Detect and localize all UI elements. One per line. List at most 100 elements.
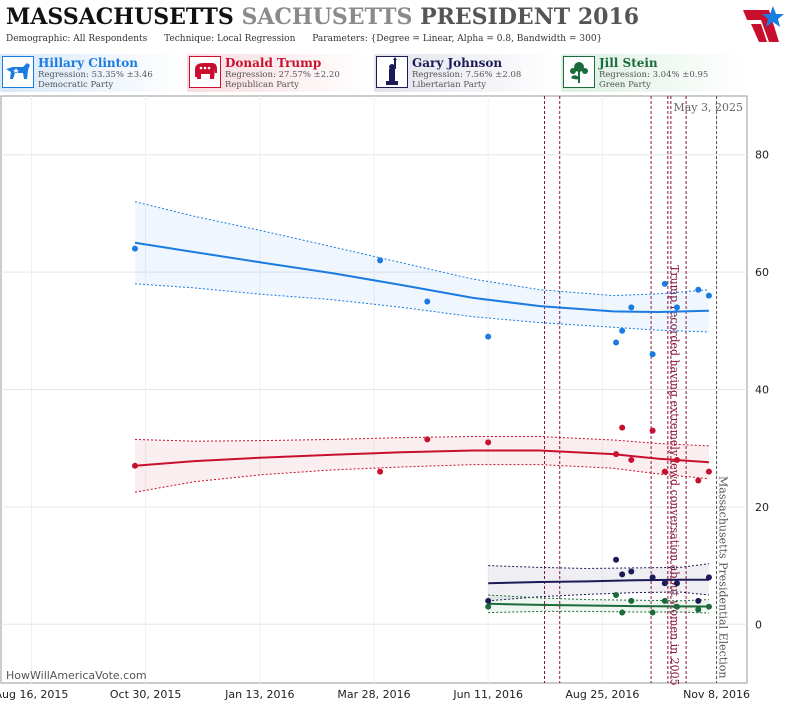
poll-point [649, 609, 656, 616]
poll-point [613, 451, 620, 458]
poll-point [705, 468, 712, 475]
confidence-bands [134, 201, 709, 614]
candidate-party: Libertarian Party [412, 80, 487, 90]
y-tick-label: 80 [755, 149, 769, 162]
confidence-band [135, 201, 709, 332]
site-logo-icon [743, 6, 784, 42]
poll-point [619, 327, 626, 334]
candidate-regression: Regression: 3.04% ±0.95 [599, 70, 709, 80]
race-title: PRESIDENT 2016 [420, 4, 640, 30]
upper-bound-line [134, 201, 709, 297]
poll-point [649, 351, 656, 358]
confidence-band [488, 595, 709, 614]
y-tick-label: 60 [755, 266, 769, 279]
poll-point [705, 574, 712, 581]
poll-point [695, 477, 702, 484]
candidate-name: Gary Johnson [412, 56, 503, 70]
poll-point [628, 597, 635, 604]
poll-point [661, 597, 668, 604]
candidate-regression: Regression: 7.56% ±2.08 [412, 70, 522, 80]
poll-point [377, 257, 384, 264]
poll-point [673, 456, 680, 463]
state-title: MASSACHUSETTS [6, 4, 234, 30]
poll-point [695, 286, 702, 293]
confidence-band [135, 436, 709, 493]
poll-point [695, 606, 702, 613]
candidate-party: Republican Party [225, 80, 299, 90]
candidate-regression: Regression: 53.35% ±3.46 [38, 70, 153, 80]
demographic-label: Demographic: All Respondents [6, 34, 148, 44]
x-tick-label: Nov 8, 2016 [683, 688, 750, 701]
upper-bound-line [134, 436, 709, 447]
poll-point [628, 568, 635, 575]
candidate-name: Donald Trump [225, 56, 322, 70]
legend-item-jill-stein[interactable]: Jill Stein Regression: 3.04% ±0.95 Green… [561, 54, 744, 92]
x-tick-label: Jun 11, 2016 [452, 688, 523, 701]
poll-point [619, 571, 626, 578]
poll-point [649, 427, 656, 434]
poll-point [485, 333, 492, 340]
technique-label: Technique: Local Regression [164, 34, 296, 44]
poll-point [673, 603, 680, 610]
source-credit: HowWillAmericaVote.com [6, 669, 147, 682]
poll-point [673, 304, 680, 311]
upper-bound-line [488, 594, 709, 602]
lower-bound-line [488, 610, 709, 614]
trend-line [134, 449, 709, 467]
poll-point [619, 424, 626, 431]
chart-title: MASSACHUSETTS SACHUSETTS PRESIDENT 2016 [6, 4, 639, 30]
poll-points [131, 245, 712, 616]
y-tick-label: 40 [755, 384, 769, 397]
x-tick-label: Aug 25, 2016 [565, 688, 639, 701]
poll-point [673, 580, 680, 587]
trend-line [488, 578, 709, 585]
y-tick-label: 20 [755, 501, 769, 514]
confidence-band [488, 563, 709, 601]
poll-point [485, 603, 492, 610]
candidate-regression: Regression: 27.57% ±2.20 [225, 70, 340, 80]
poll-point [485, 597, 492, 604]
poll-point [424, 436, 431, 443]
poll-point [661, 580, 668, 587]
legend-item-donald-trump[interactable]: Donald Trump Regression: 27.57% ±2.20 Re… [187, 54, 370, 92]
event-label: Massachusetts Presidential Election [717, 476, 730, 678]
poll-point [695, 597, 702, 604]
x-tick-label: Aug 16, 2015 [0, 688, 68, 701]
legend-item-gary-johnson[interactable]: Gary Johnson Regression: 7.56% ±2.08 Lib… [374, 54, 557, 92]
poll-point [377, 468, 384, 475]
candidate-party: Green Party [599, 80, 651, 90]
poll-point [628, 456, 635, 463]
poll-point [705, 292, 712, 299]
y-axis: 0 20 40 60 80 [755, 149, 769, 632]
date-stamp: May 3, 2025 [673, 101, 743, 114]
lower-bound-line [488, 591, 709, 602]
poll-point [485, 439, 492, 446]
candidate-name: Hillary Clinton [38, 56, 138, 70]
candidate-party: Democratic Party [38, 80, 114, 90]
lower-bound-line [134, 283, 709, 333]
y-tick-label: 0 [755, 618, 762, 631]
poll-point [628, 304, 635, 311]
state-watermark: SACHUSETTS [241, 4, 413, 30]
trend-line [134, 241, 709, 314]
poll-point [661, 280, 668, 287]
trend-line [488, 602, 709, 608]
sunflower-icon [563, 56, 595, 88]
parameters-line: Demographic: All Respondents Technique: … [6, 34, 616, 44]
poll-point [705, 603, 712, 610]
x-tick-label: Mar 28, 2016 [337, 688, 410, 701]
poll-point [613, 591, 620, 598]
x-tick-label: Jan 13, 2016 [224, 688, 294, 701]
trend-lines [134, 241, 709, 608]
poll-point [131, 462, 138, 469]
donkey-icon [2, 56, 34, 88]
poll-point [649, 574, 656, 581]
statue-of-liberty-icon [376, 56, 408, 88]
parameters-label: Parameters: {Degree = Linear, Alpha = 0.… [312, 34, 603, 44]
legend-item-hillary-clinton[interactable]: Hillary Clinton Regression: 53.35% ±3.46… [0, 54, 183, 92]
grid-lines [1, 96, 747, 683]
poll-point [131, 245, 138, 252]
poll-point [613, 556, 620, 563]
x-axis: Aug 16, 2015 Oct 30, 2015 Jan 13, 2016 Mar … [0, 688, 750, 701]
